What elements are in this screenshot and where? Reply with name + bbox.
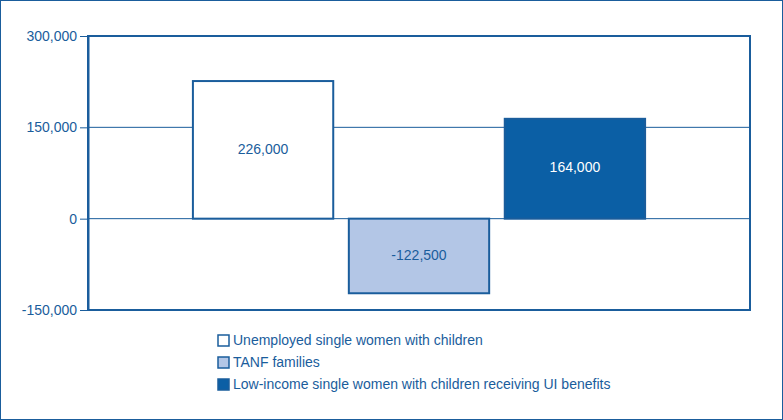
bar (349, 219, 489, 294)
y-tick-label: -150,000 (22, 302, 77, 318)
y-tick-mark (80, 310, 88, 311)
legend-swatch (218, 357, 229, 368)
bar (505, 119, 645, 219)
bars (193, 81, 645, 293)
data-label: -122,500 (391, 247, 446, 263)
y-tick: 150,000 (26, 119, 88, 135)
chart: -150,000 0 150,000 300,000 226,000 -122,500 16… (0, 0, 783, 420)
bar (193, 81, 333, 219)
legend-swatch (218, 335, 229, 346)
data-labels: 226,000 -122,500 164,000 (238, 141, 601, 263)
grid-line (88, 127, 750, 128)
legend-swatch (218, 379, 229, 390)
legend-label: TANF families (233, 354, 320, 370)
y-tick-mark (80, 219, 88, 220)
y-tick: 0 (69, 211, 88, 227)
legend-label: Low-income single women with children re… (233, 376, 610, 392)
data-label: 164,000 (550, 159, 601, 175)
y-tick-label: 150,000 (26, 119, 77, 135)
y-tick-label: 0 (69, 211, 77, 227)
y-axis: -150,000 0 150,000 300,000 (22, 28, 89, 318)
grid (88, 36, 750, 310)
data-label: 226,000 (238, 141, 289, 157)
y-tick: -150,000 (22, 302, 88, 318)
legend-label: Unemployed single women with children (233, 332, 483, 348)
legend: Unemployed single women with children TAN… (218, 332, 610, 392)
y-tick-mark (80, 36, 88, 37)
y-tick: 300,000 (26, 28, 88, 44)
outer-border (1, 1, 783, 420)
y-tick-label: 300,000 (26, 28, 77, 44)
y-axis-line (88, 37, 90, 311)
y-tick-mark (80, 127, 88, 128)
plot-frame (88, 36, 750, 310)
